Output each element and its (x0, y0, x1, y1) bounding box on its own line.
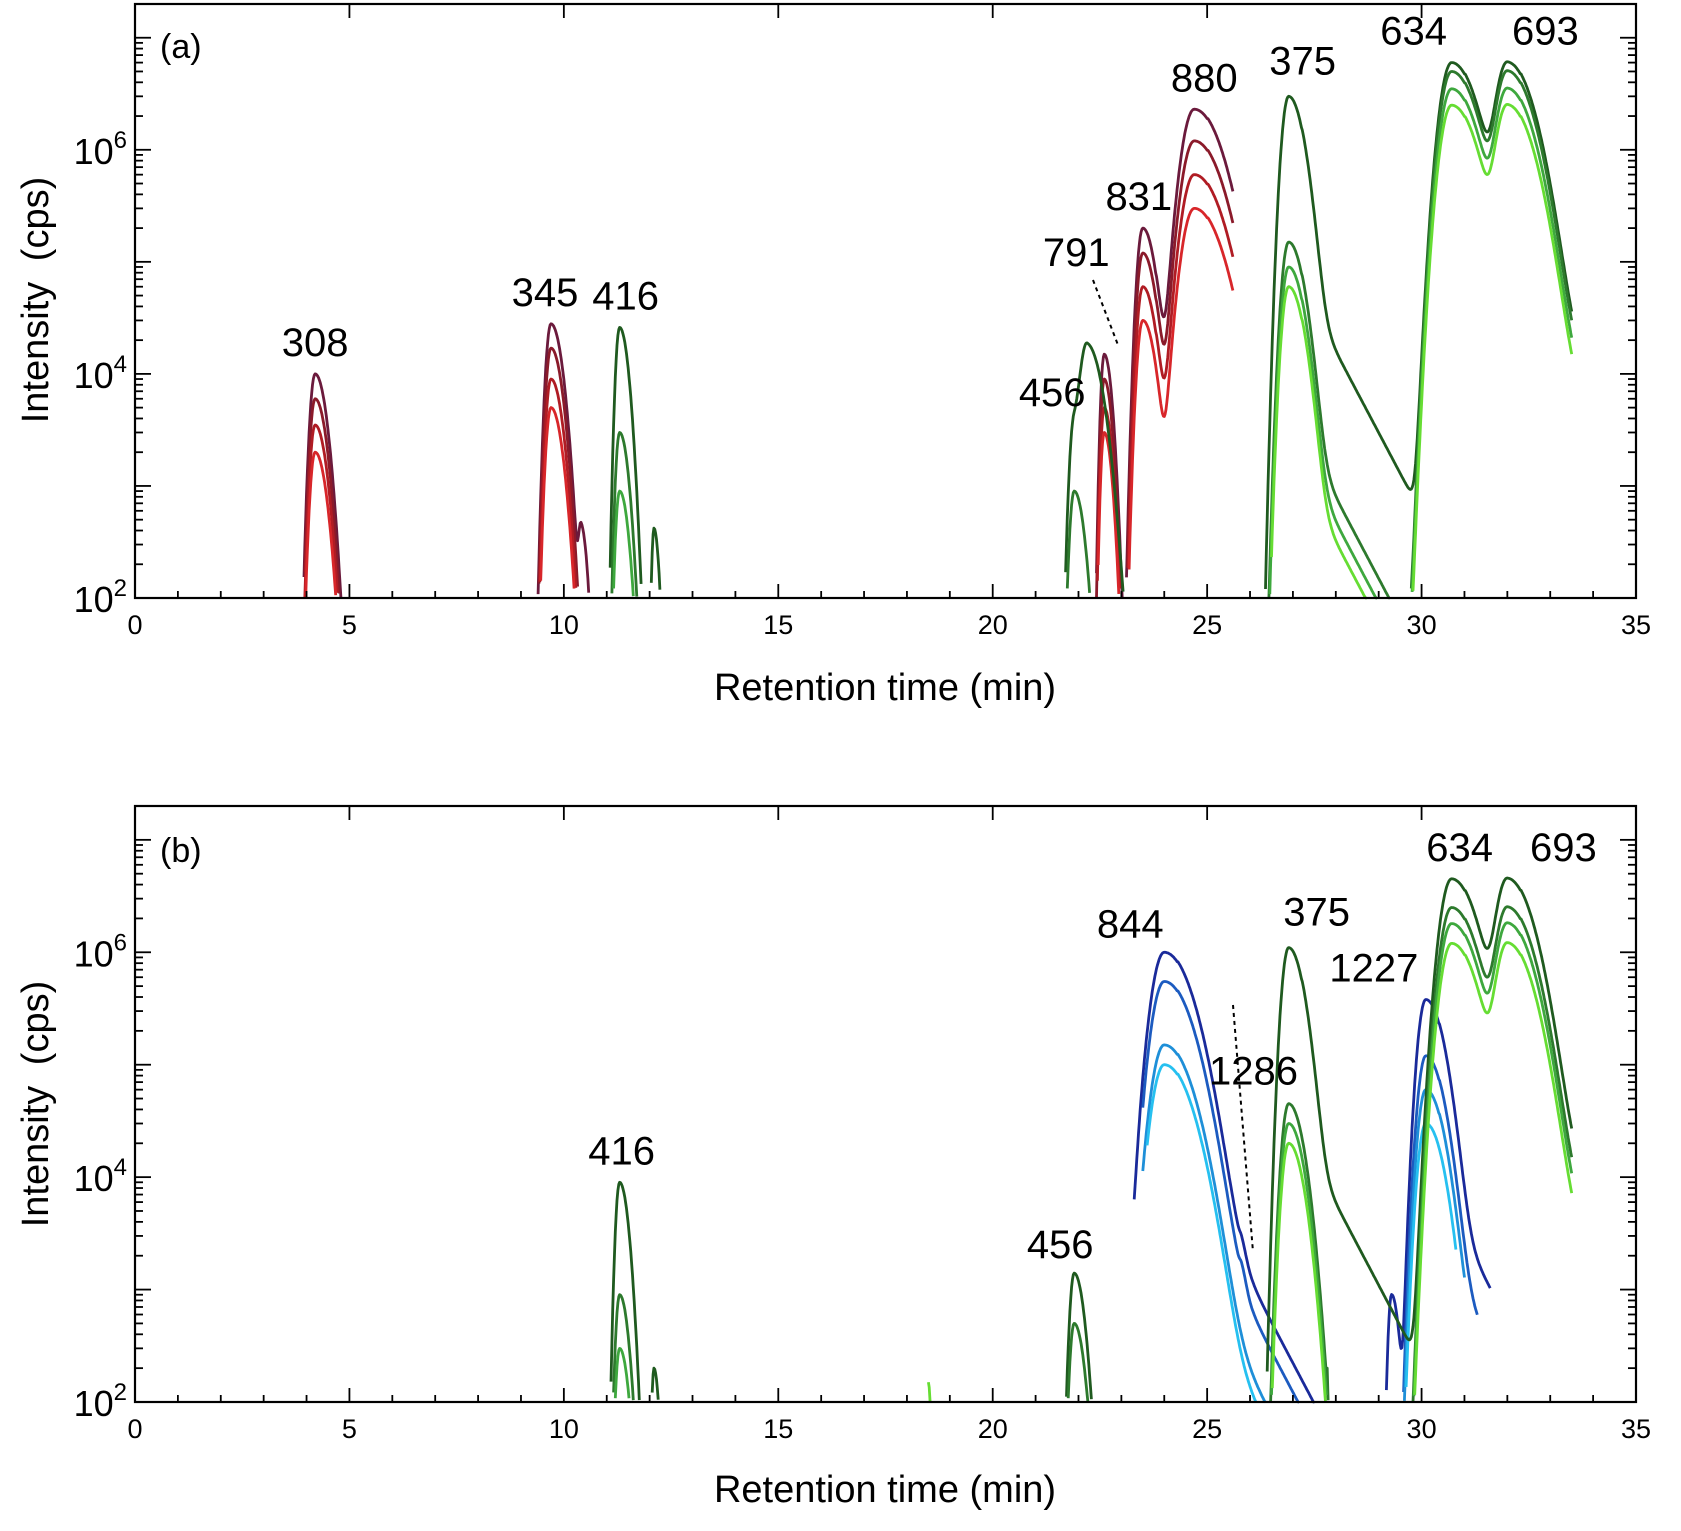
panel-b-peak-label-375: 375 (1283, 891, 1350, 935)
panel-b-trace-4 (1145, 1063, 1458, 1403)
panel-a-plot-frame (133, 2, 1638, 600)
panel-a-trace-4 (304, 207, 1235, 598)
panel-b-trace-1 (1132, 950, 1492, 1404)
panel-b-traces (609, 876, 1574, 1404)
panel-a-y-tick-label-2: 102 (74, 575, 127, 620)
panel-a-peak-label-456: 456 (1019, 371, 1086, 415)
panel-b-peak-label-844: 844 (1097, 902, 1164, 946)
panel-b-peak-label-1286: 1286 (1209, 1049, 1298, 1093)
panel-a-x-tick-label-35: 35 (1621, 610, 1651, 640)
panel-b-y-axis-title-unit: (cps) (15, 981, 57, 1065)
panel-a-x-tick-label-30: 30 (1407, 610, 1437, 640)
panel-b-y-tick-label-2: 102 (74, 1379, 127, 1424)
panel-a-y-axis-title: Intensity (cps) (15, 177, 57, 424)
panel-b-ticks: 0 5 10 15 20 25 30 35 102 104 106 (74, 805, 1651, 1444)
panel-b-trace-7 (613, 921, 1574, 1399)
panel-a: 0 5 10 15 20 25 30 35 102 104 106 (a) Retention ti… (15, 2, 1651, 709)
panel-a-x-tick-label-10: 10 (549, 610, 579, 640)
panel-a-x-tick-label-5: 5 (342, 610, 357, 640)
panel-b-y-tick-label-4: 104 (74, 1154, 127, 1199)
panel-b-y-tick-label-6: 106 (74, 929, 127, 974)
panel-a-y-axis-title-main: Intensity (15, 282, 57, 424)
panel-b-y-axis-title-main: Intensity (15, 1086, 57, 1228)
panel-a-peak-label-345: 345 (512, 271, 579, 315)
panel-a-y-axis-title-unit: (cps) (15, 177, 57, 261)
panel-a-peak-labels: 308 345 416 456 791 831 880 375 634 693 (282, 10, 1579, 415)
panel-a-peak-label-831: 831 (1105, 175, 1172, 219)
panel-a-x-tick-label-25: 25 (1192, 610, 1222, 640)
panel-a-x-tick-label-20: 20 (978, 610, 1008, 640)
panel-b: 0 5 10 15 20 25 30 35 102 104 106 (b) Retention ti… (15, 804, 1651, 1511)
panel-b-tag: (b) (160, 832, 202, 870)
panel-b-peak-label-416: 416 (588, 1129, 655, 1173)
panel-b-x-axis-title: Retention time (min) (714, 1469, 1056, 1511)
panel-a-y-tick-label-6: 106 (74, 127, 127, 172)
panel-a-traces (302, 60, 1574, 600)
panel-b-x-tick-label-30: 30 (1407, 1414, 1437, 1444)
panel-a-peak-label-791: 791 (1043, 231, 1110, 275)
panel-a-x-tick-label-15: 15 (763, 610, 793, 640)
panel-b-x-tick-label-25: 25 (1192, 1414, 1222, 1444)
panel-a-peak-label-880: 880 (1171, 56, 1238, 100)
panel-b-trace-8 (927, 941, 1574, 1403)
panel-a-peak-label-375: 375 (1269, 39, 1336, 83)
panel-b-trace-3 (1141, 1043, 1466, 1404)
panel-a-peak-label-308: 308 (282, 321, 349, 365)
panel-b-x-tick-label-20: 20 (978, 1414, 1008, 1444)
panel-b-x-tick-label-0: 0 (127, 1414, 142, 1444)
panel-b-y-axis-title: Intensity (cps) (15, 981, 57, 1228)
panel-b-trace-6 (612, 905, 1574, 1403)
panel-a-tag: (a) (160, 28, 202, 66)
panel-b-trace-5 (609, 876, 1574, 1401)
panel-b-plot-frame (133, 804, 1638, 1404)
panel-a-trace-3 (303, 173, 1235, 599)
panel-a-y-tick-label-4: 104 (74, 351, 127, 396)
panel-a-x-axis-title: Retention time (min) (714, 667, 1056, 709)
panel-b-x-tick-label-15: 15 (763, 1414, 793, 1444)
panel-b-x-tick-label-10: 10 (549, 1414, 579, 1444)
panel-a-ticks: 0 5 10 15 20 25 30 35 102 104 106 (74, 3, 1651, 640)
panel-a-x-tick-label-0: 0 (127, 610, 142, 640)
panel-b-peak-label-456: 456 (1027, 1223, 1094, 1267)
panel-b-peak-label-1227: 1227 (1329, 947, 1418, 991)
panel-a-trace-8 (1270, 103, 1574, 600)
panel-a-trace-1 (302, 107, 1235, 599)
panel-b-peak-label-693: 693 (1530, 826, 1597, 870)
panel-a-trace-5 (608, 60, 1574, 592)
panel-b-peak-labels: 416 456 844 1286 375 1227 634 693 (588, 826, 1596, 1267)
panel-b-leader-1286 (1232, 1004, 1254, 1253)
panel-b-x-tick-label-35: 35 (1621, 1414, 1651, 1444)
panel-a-peak-label-634: 634 (1380, 10, 1447, 54)
panel-a-peak-label-416: 416 (592, 274, 659, 318)
panel-b-peak-label-634: 634 (1426, 826, 1493, 870)
panel-a-peak-label-693: 693 (1512, 10, 1579, 54)
panel-a-leader-791 (1092, 279, 1119, 346)
panel-b-x-tick-label-5: 5 (342, 1414, 357, 1444)
panel-a-trace-6 (610, 69, 1574, 600)
panel-a-trace-2 (303, 139, 1235, 599)
panel-a-trace-7 (612, 86, 1574, 600)
